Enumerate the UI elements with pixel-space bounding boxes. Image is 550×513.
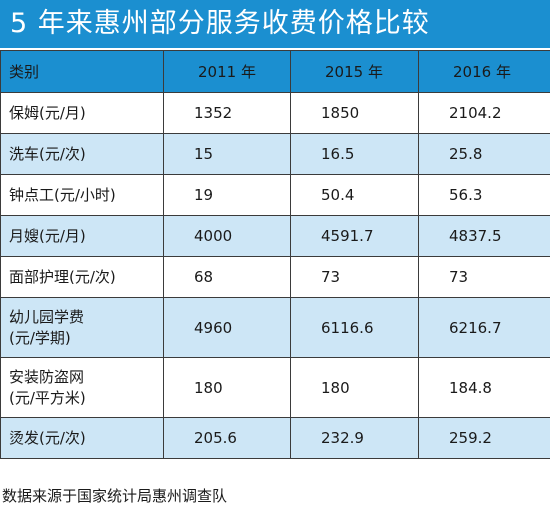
source-note: 数据来源于国家统计局惠州调查队 xyxy=(2,487,228,505)
header-2011: 2011 年 xyxy=(163,50,291,93)
value-2011: 205.6 xyxy=(163,417,291,459)
category-cell: 安装防盗网 (元/平方米) xyxy=(0,357,164,418)
table-row: 面部护理(元/次) 68 73 73 xyxy=(0,256,550,298)
category-label: 面部护理(元/次) xyxy=(9,267,116,286)
category-cell: 烫发(元/次) xyxy=(0,417,164,459)
table-row: 洗车(元/次) 15 16.5 25.8 xyxy=(0,133,550,175)
value-2015: 4591.7 xyxy=(290,215,419,257)
value-2015: 16.5 xyxy=(290,133,419,175)
value-2011: 15 xyxy=(163,133,291,175)
category-label: 月嫂(元/月) xyxy=(9,226,86,245)
value-2011: 4960 xyxy=(163,297,291,358)
value-2016: 73 xyxy=(418,256,550,298)
category-cell: 面部护理(元/次) xyxy=(0,256,164,298)
category-unit: (元/学期) xyxy=(9,328,71,347)
value-2011: 68 xyxy=(163,256,291,298)
category-label: 钟点工(元/小时) xyxy=(9,185,116,204)
category-cell: 保姆(元/月) xyxy=(0,92,164,134)
value-2016: 184.8 xyxy=(418,357,550,418)
header-2015: 2015 年 xyxy=(290,50,419,93)
value-2015: 180 xyxy=(290,357,419,418)
header-category: 类别 xyxy=(0,50,164,93)
header-2016: 2016 年 xyxy=(418,50,550,93)
category-cell: 幼儿园学费 (元/学期) xyxy=(0,297,164,358)
price-comparison-table-wrap: 类别 2011 年 2015 年 2016 年 保姆(元/月) 1352 185… xyxy=(0,50,550,482)
table-row: 保姆(元/月) 1352 1850 2104.2 xyxy=(0,92,550,134)
value-2016: 4837.5 xyxy=(418,215,550,257)
value-2015: 232.9 xyxy=(290,417,419,459)
table-row: 幼儿园学费 (元/学期) 4960 6116.6 6216.7 xyxy=(0,297,550,358)
page-title: 5 年来惠州部分服务收费价格比较 xyxy=(0,0,550,48)
value-2011: 1352 xyxy=(163,92,291,134)
category-label: 幼儿园学费 xyxy=(9,307,85,326)
table-row: 月嫂(元/月) 4000 4591.7 4837.5 xyxy=(0,215,550,257)
category-label: 洗车(元/次) xyxy=(9,144,86,163)
value-2015: 6116.6 xyxy=(290,297,419,358)
category-unit: (元/平方米) xyxy=(9,388,86,407)
value-2016: 6216.7 xyxy=(418,297,550,358)
table-row: 钟点工(元/小时) 19 50.4 56.3 xyxy=(0,174,550,216)
category-label: 保姆(元/月) xyxy=(9,103,86,122)
value-2011: 4000 xyxy=(163,215,291,257)
table-row: 安装防盗网 (元/平方米) 180 180 184.8 xyxy=(0,357,550,418)
category-cell: 月嫂(元/月) xyxy=(0,215,164,257)
value-2016: 56.3 xyxy=(418,174,550,216)
value-2011: 180 xyxy=(163,357,291,418)
value-2016: 2104.2 xyxy=(418,92,550,134)
table-row: 烫发(元/次) 205.6 232.9 259.2 xyxy=(0,417,550,459)
category-cell: 洗车(元/次) xyxy=(0,133,164,175)
value-2016: 259.2 xyxy=(418,417,550,459)
value-2015: 50.4 xyxy=(290,174,419,216)
category-label: 烫发(元/次) xyxy=(9,428,86,447)
value-2015: 1850 xyxy=(290,92,419,134)
value-2016: 25.8 xyxy=(418,133,550,175)
category-cell: 钟点工(元/小时) xyxy=(0,174,164,216)
value-2015: 73 xyxy=(290,256,419,298)
price-comparison-table: 类别 2011 年 2015 年 2016 年 保姆(元/月) 1352 185… xyxy=(0,50,550,459)
category-label: 安装防盗网 xyxy=(9,367,85,386)
table-header-row: 类别 2011 年 2015 年 2016 年 xyxy=(0,50,550,93)
value-2011: 19 xyxy=(163,174,291,216)
